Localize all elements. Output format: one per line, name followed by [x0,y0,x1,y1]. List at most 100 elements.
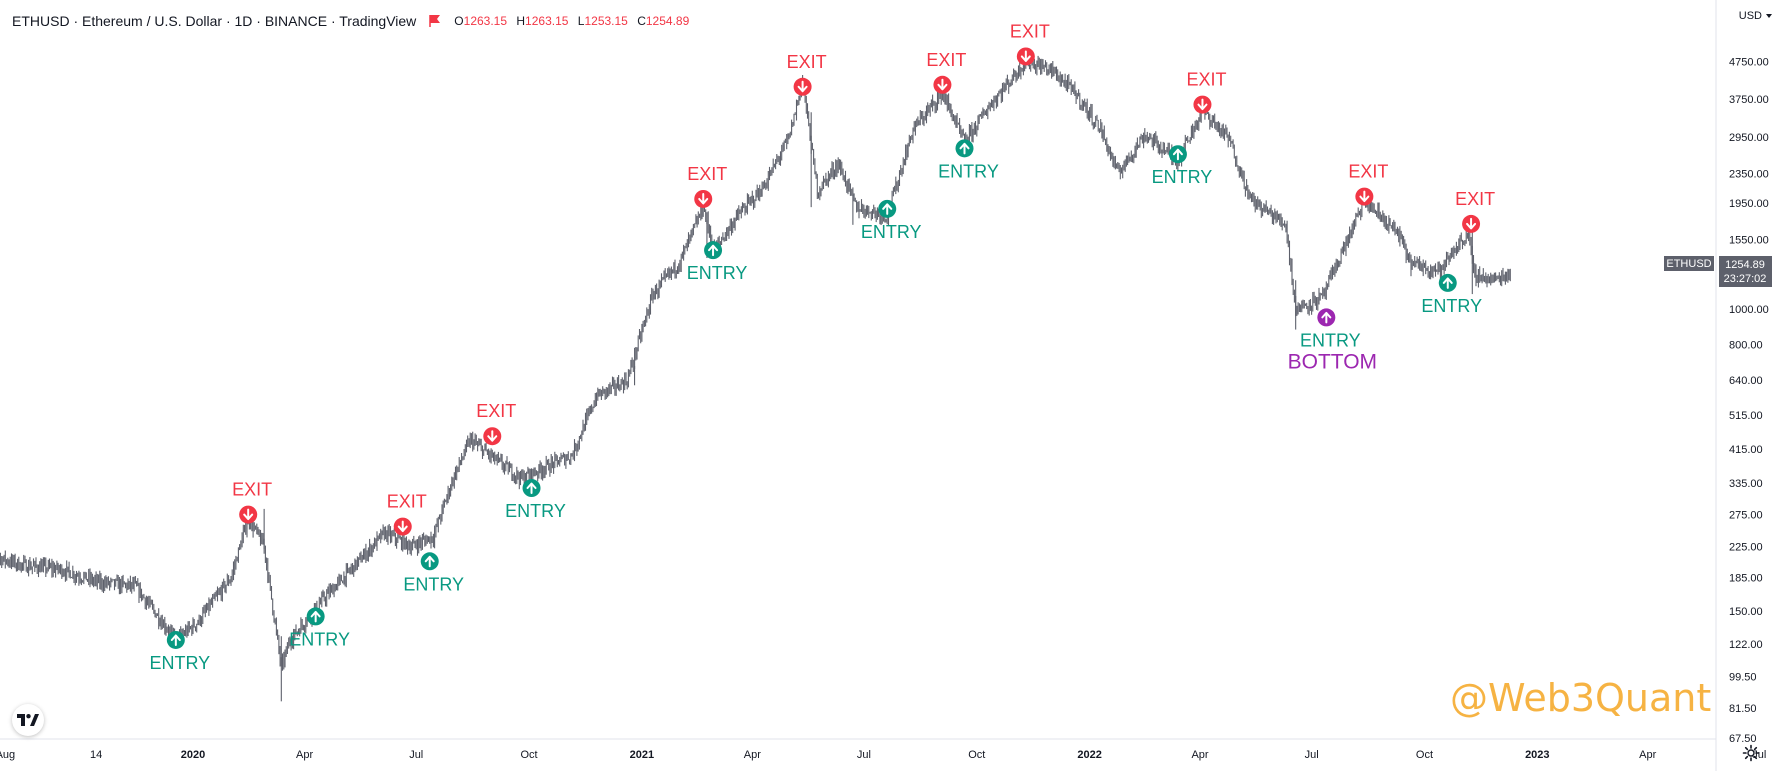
exit-label: EXIT [926,50,966,70]
entry-label: ENTRY [505,501,566,521]
entry-signal[interactable]: ENTRY [1421,273,1482,316]
exit-label: EXIT [476,401,516,421]
y-tick-label: 3750.00 [1729,94,1769,106]
flag-icon[interactable] [428,14,442,28]
exit-label: EXIT [387,492,427,512]
x-tick-label: Jul [1305,749,1319,761]
x-tick-label: Oct [521,749,538,761]
arrow-glyph [797,80,808,93]
x-tick-label: Jul [857,749,871,761]
ohlc-low: 1253.15 [584,14,628,28]
signal-markers: ENTRY EXIT ENTRY EXIT ENTRY EXIT ENTRY EXIT ENTR… [149,21,1495,673]
x-tick-label: 2020 [181,749,205,761]
watermark-text: @Web3Quant [1450,676,1712,720]
ohlc-low-label: L [577,14,585,28]
arrow-glyph [526,482,537,495]
entry-signal[interactable]: ENTRY [687,241,748,283]
exit-signal[interactable]: EXIT [232,480,272,524]
y-tick-label: 1550.00 [1729,235,1769,247]
arrow-glyph [1359,190,1370,203]
ohlc-open: 1263.15 [463,14,508,28]
exit-label: EXIT [1455,189,1495,209]
arrow-glyph [1197,98,1208,111]
gear-icon[interactable] [1742,744,1760,762]
ohlc-open-label: O [454,14,464,28]
exit-signal[interactable]: EXIT [476,401,516,446]
y-tick-label: 515.00 [1729,410,1763,422]
x-tick-label: 2022 [1077,749,1101,761]
symbol-header[interactable]: ETHUSD · Ethereum / U.S. Dollar · 1D · B… [12,10,695,32]
x-tick-label: 14 [90,749,102,761]
entry-signal[interactable]: ENTRY [938,139,999,181]
arrow-glyph [487,430,498,442]
x-tick-label: Jul [409,749,423,761]
arrow-glyph [397,520,408,533]
candle-series [0,50,1511,702]
last-price-tag: ETHUSD 1254.89 23:27:02 [1664,256,1772,287]
x-tick-label: Apr [296,749,313,761]
tradingview-logo-icon[interactable] [12,704,44,736]
ohlc-values: O1263.15 H1263.15 L1253.15 C1254.89 [454,14,695,28]
arrow-glyph [708,244,719,257]
ohlc-close-label: C [637,14,646,28]
bottom-label: BOTTOM [1288,350,1377,373]
entry-label: ENTRY [403,574,464,594]
entry-signal[interactable]: ENTRY [149,630,210,673]
x-tick-label: Aug [0,749,15,761]
exit-signal[interactable]: EXIT [1348,162,1388,206]
ohlc-high: 1263.15 [525,14,569,28]
arrow-glyph [170,634,181,646]
entry-label: ENTRY [687,263,748,283]
price-tag-countdown: 23:27:02 [1724,273,1767,285]
y-tick-label: 275.00 [1729,510,1763,522]
ohlc-close: 1254.89 [645,14,690,28]
x-tick-label: Apr [1191,749,1208,761]
entry-label: ENTRY [1152,167,1213,187]
currency-selector[interactable]: USD [1738,10,1762,22]
arrow-glyph [959,142,970,155]
y-tick-label: 2350.00 [1729,168,1769,180]
exit-signal[interactable]: EXIT [387,492,427,536]
exit-label: EXIT [687,164,727,184]
y-tick-label: 99.50 [1729,671,1757,683]
y-tick-label: 122.00 [1729,639,1763,651]
time-axis[interactable]: Aug 14 2020 Apr Jul Oct 2021 Apr Jul Oct 2022 Apr Ju… [0,749,1766,761]
arrow-glyph [937,78,948,91]
entry-label: ENTRY [1300,330,1361,350]
y-tick-label: 2950.00 [1729,132,1769,144]
entry-label: ENTRY [1421,296,1482,316]
arrow-glyph [1020,50,1031,62]
y-tick-label: 1000.00 [1729,304,1769,316]
y-tick-label: 81.50 [1729,703,1757,715]
entry-signal[interactable]: ENTRY [505,479,566,521]
exit-signal[interactable]: EXIT [1455,189,1495,233]
price-axis[interactable]: 4750.00 3750.00 2950.00 2350.00 1950.00 1550.… [1729,56,1769,745]
x-tick-label: 2023 [1525,749,1549,761]
exit-label: EXIT [1186,70,1226,90]
entry-signal[interactable]: ENTRY [861,199,922,242]
exit-signal[interactable]: EXIT [926,50,966,94]
exit-signal[interactable]: EXIT [1186,70,1226,114]
arrow-glyph [310,610,321,623]
x-tick-label: Oct [968,749,985,761]
exit-signal[interactable]: EXIT [1010,21,1050,66]
exit-signal[interactable]: EXIT [687,164,727,208]
entry-signal[interactable]: ENTRY [403,552,464,594]
arrow-glyph [1442,277,1453,289]
arrow-glyph [1172,148,1183,161]
arrow-glyph [424,555,435,568]
chevron-down-icon[interactable] [1766,14,1772,18]
arrow-glyph [882,203,893,215]
arrow-glyph [698,192,709,205]
x-tick-label: Oct [1416,749,1433,761]
x-tick-label: Apr [744,749,761,761]
symbol-title[interactable]: ETHUSD · Ethereum / U.S. Dollar · 1D · B… [12,13,417,29]
y-tick-label: 415.00 [1729,444,1763,456]
entry-signal[interactable]: ENTRY [1152,145,1213,187]
entry-signal[interactable]: ENTRY [289,607,350,649]
y-tick-label: 335.00 [1729,478,1763,490]
exit-signal[interactable]: EXIT [787,52,827,96]
